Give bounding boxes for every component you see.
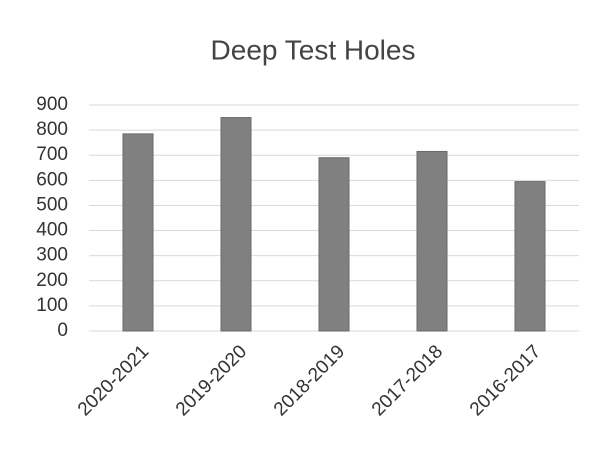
x-tick-label: 2019-2020 — [172, 341, 251, 420]
y-tick-label: 900 — [36, 94, 68, 115]
bar — [514, 181, 546, 332]
chart-title: Deep Test Holes — [211, 34, 416, 65]
y-tick-label: 600 — [36, 169, 68, 190]
y-tick-label: 500 — [36, 194, 68, 215]
y-tick-label: 200 — [36, 270, 68, 291]
x-tick-label: 2018-2019 — [270, 341, 349, 420]
x-tick-label: 2016-2017 — [466, 341, 545, 420]
y-tick-label: 700 — [36, 144, 68, 165]
y-tick-label: 0 — [57, 320, 68, 341]
x-tick-label: 2017-2018 — [368, 341, 447, 420]
bar — [416, 150, 448, 332]
y-tick-label: 400 — [36, 220, 68, 241]
bar — [220, 117, 252, 332]
x-tick-label: 2020-2021 — [74, 341, 153, 420]
y-tick-label: 800 — [36, 119, 68, 140]
y-tick-label: 300 — [36, 245, 68, 266]
y-tick-label: 100 — [36, 295, 68, 316]
bar — [122, 133, 154, 332]
bar — [318, 157, 350, 332]
